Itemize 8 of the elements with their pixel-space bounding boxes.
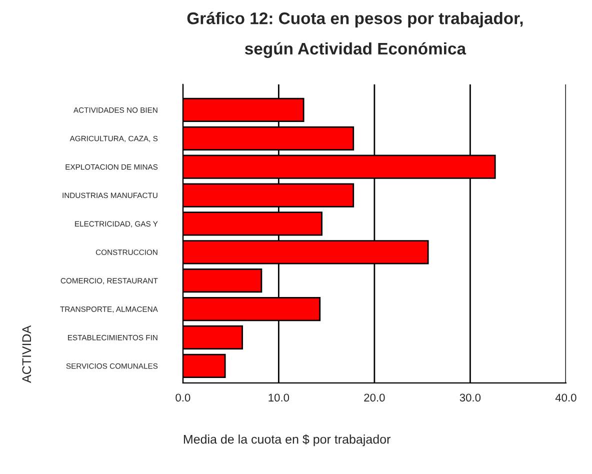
x-tick-label: 10.0 [268,394,290,402]
x-tick-label: 20.0 [364,394,385,402]
x-tick-label: 30.0 [460,394,481,402]
x-tick-label: 0.0 [176,394,190,402]
chart-title: Gráfico 12: Cuota en pesos por trabajador, según Actividad Económica [187,12,523,58]
x-axis-title: Media de la cuota en $ por trabajador [184,434,390,446]
y-axis-title: ACTIVIDA [22,325,32,383]
x-tick-label: 40.0 [555,394,576,402]
